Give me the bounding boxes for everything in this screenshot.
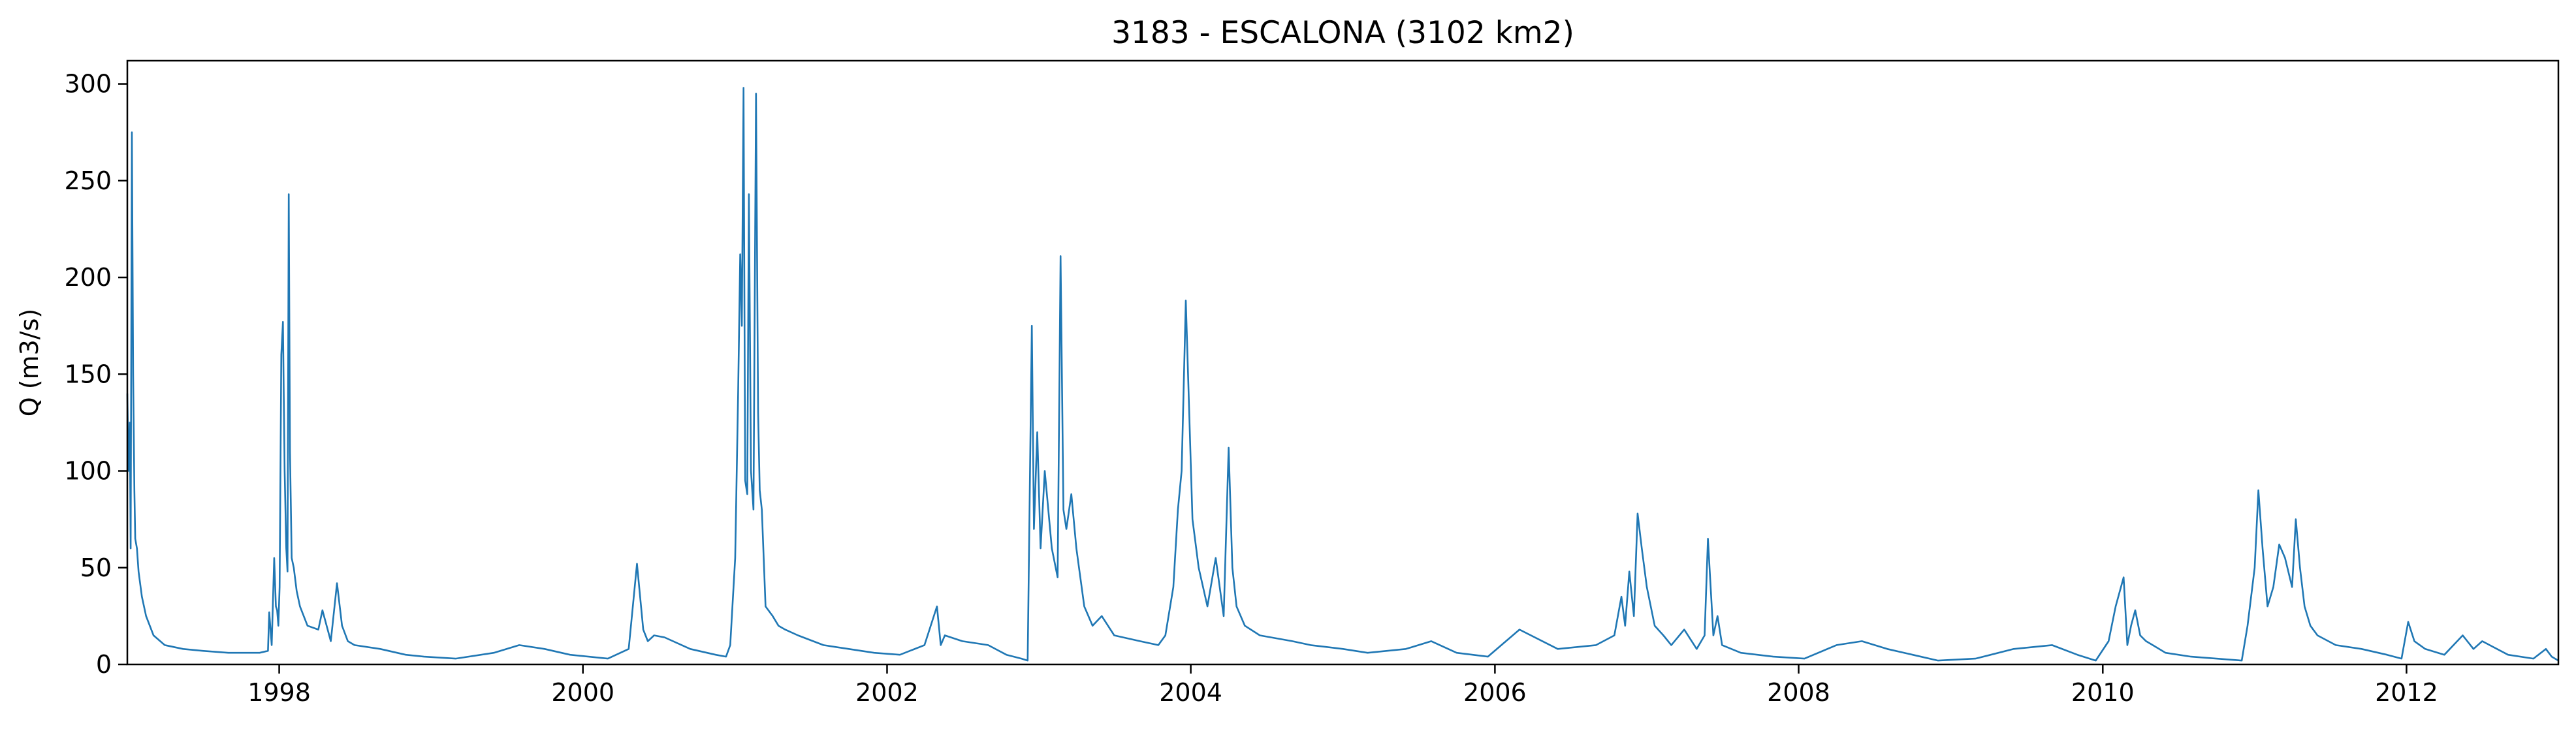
chart-title: 3183 - ESCALONA (3102 km2) <box>1111 15 1574 51</box>
y-tick-label: 300 <box>64 70 112 99</box>
x-tick-label: 2010 <box>2071 678 2135 707</box>
y-tick-label: 250 <box>64 166 112 195</box>
x-tick-label: 2002 <box>855 678 919 707</box>
x-tick-label: 2012 <box>2375 678 2438 707</box>
y-tick-label: 50 <box>80 553 112 582</box>
x-axis: 1998 2000 2002 2004 2006 2008 2010 2012 <box>247 664 2438 707</box>
y-axis: 0 50 100 150 200 250 300 <box>64 70 127 679</box>
y-tick-label: 150 <box>64 360 112 388</box>
y-tick-label: 200 <box>64 263 112 292</box>
y-tick-label: 100 <box>64 457 112 486</box>
plot-frame <box>126 59 2560 666</box>
y-axis-label: Q (m3/s) <box>15 309 44 416</box>
x-tick-label: 2006 <box>1463 678 1527 707</box>
x-tick-label: 1998 <box>247 678 311 707</box>
x-tick-label: 2000 <box>551 678 614 707</box>
x-tick-label: 2008 <box>1767 678 1830 707</box>
x-tick-label: 2004 <box>1159 678 1222 707</box>
y-tick-label: 0 <box>96 650 112 679</box>
discharge-series-line <box>126 87 2559 662</box>
